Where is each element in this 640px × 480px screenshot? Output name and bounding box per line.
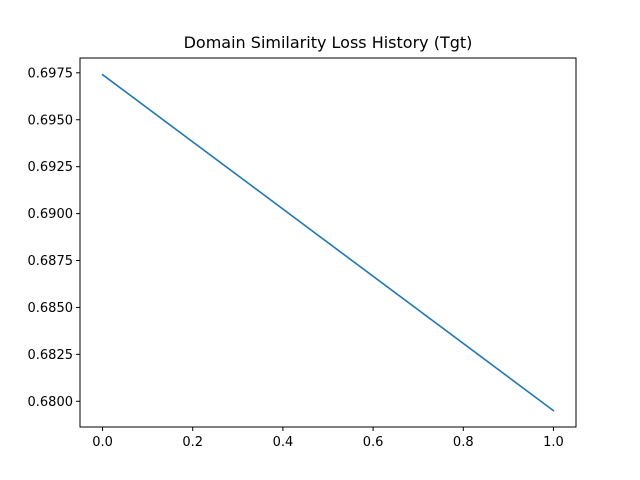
series-line <box>101 73 555 412</box>
y-tick-label: 0.6875 <box>28 254 74 269</box>
x-tick-label: 1.0 <box>543 435 564 450</box>
y-axis: 0.6800 0.6825 0.6850 0.6875 0.6900 0.6925 0.69… <box>28 66 80 410</box>
y-tick-label: 0.6900 <box>28 207 74 222</box>
x-tick-label: 0.0 <box>92 435 113 450</box>
x-tick-label: 0.8 <box>453 435 474 450</box>
y-tick-label: 0.6950 <box>28 113 74 128</box>
y-tick-label: 0.6975 <box>28 66 74 81</box>
x-axis: 0.0 0.2 0.4 0.6 0.8 1.0 <box>92 427 564 450</box>
x-tick-label: 0.6 <box>363 435 384 450</box>
y-tick-label: 0.6850 <box>28 301 74 316</box>
x-tick-label: 0.4 <box>273 435 294 450</box>
y-tick-label: 0.6800 <box>28 395 74 410</box>
y-tick-label: 0.6925 <box>28 160 74 175</box>
series-layer <box>101 73 555 412</box>
chart-title: Domain Similarity Loss History (Tgt) <box>184 33 473 52</box>
y-tick-label: 0.6825 <box>28 348 74 363</box>
x-tick-label: 0.2 <box>182 435 203 450</box>
plot-area-frame <box>79 57 577 428</box>
